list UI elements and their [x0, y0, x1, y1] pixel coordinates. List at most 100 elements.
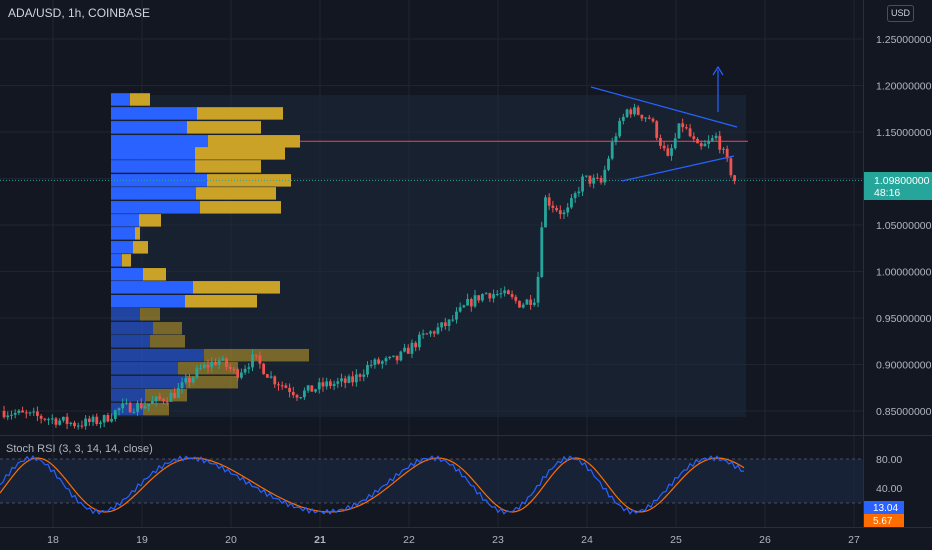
candle-body [199, 367, 202, 369]
volume-profile-down-bar [153, 321, 182, 335]
candle-body [58, 420, 62, 425]
candle-body [340, 378, 343, 382]
candle-body [477, 295, 481, 301]
volume-profile-down-bar [195, 147, 285, 160]
candle-body [584, 175, 588, 177]
candle-body [321, 382, 325, 387]
candle-body [310, 385, 314, 392]
price-tick-label: 1.05000000 [876, 220, 932, 232]
candle-body [36, 411, 39, 416]
volume-profile-up-bar [111, 361, 178, 375]
volume-profile-down-bar [196, 187, 276, 200]
time-tick-label: 23 [492, 534, 504, 546]
candle-body [655, 121, 659, 138]
time-tick-label: 21 [314, 534, 326, 546]
volume-profile-down-bar [140, 308, 160, 321]
candle-body [269, 376, 273, 378]
candle-body [577, 191, 581, 194]
volume-profile-up-bar [111, 375, 186, 389]
candle-body [202, 364, 206, 368]
candle-body [180, 382, 184, 388]
rsi-d-value: 5.67 [873, 516, 893, 527]
candle-body [258, 355, 262, 364]
candle-body [73, 422, 76, 427]
candle-body [503, 290, 507, 294]
candle-body [117, 408, 121, 411]
candle-body [54, 418, 58, 425]
candle-body [573, 193, 577, 199]
candle-body [451, 319, 455, 321]
rsi-d-line [0, 457, 745, 513]
volume-profile-down-bar [193, 281, 280, 294]
price-badge [864, 172, 932, 200]
candle-body [514, 296, 518, 301]
candle-body [173, 393, 177, 398]
candle-body [39, 415, 43, 419]
price-axis[interactable]: 1.250000001.200000001.150000001.10000000… [876, 34, 932, 418]
candle-body [295, 395, 299, 398]
volume-profile-down-bar [200, 201, 281, 214]
candle-body [6, 415, 10, 418]
volume-profile-down-bar [197, 107, 283, 120]
time-axis[interactable]: 18 19 20 21 22 23 24 25 26 27 [47, 534, 860, 546]
candle-body [13, 413, 17, 415]
candle-body [143, 406, 147, 409]
candle-body [532, 302, 536, 305]
candle-body [43, 418, 47, 420]
candle-body [61, 416, 65, 421]
price-tick-label: 1.00000000 [876, 267, 932, 279]
volume-profile-down-bar [122, 254, 131, 267]
candle-body [243, 368, 247, 373]
candle-body [670, 148, 673, 156]
price-tick-label: 0.95000000 [876, 313, 932, 325]
volume-profile-up-bar [111, 295, 185, 308]
symbol-title[interactable]: ADA/USD, 1h, COINBASE [8, 6, 151, 20]
candle-body [529, 299, 533, 305]
candle-body [551, 205, 555, 208]
candle-body [277, 384, 280, 386]
candle-body [351, 376, 355, 383]
candle-body [692, 136, 696, 139]
candle-body [191, 377, 195, 383]
price-badge-countdown: 48:16 [874, 187, 900, 199]
rsi-title[interactable]: Stoch RSI (3, 3, 14, 14, close) [6, 443, 153, 455]
candle-body [677, 123, 681, 139]
candle-body [558, 210, 562, 215]
candle-body [644, 117, 647, 119]
candle-body [614, 136, 618, 143]
volume-profile-down-bar [139, 214, 161, 227]
time-tick-label: 25 [670, 534, 682, 546]
candle-body [651, 118, 655, 122]
candle-body [436, 327, 440, 334]
volume-profile-down-bar [195, 160, 261, 173]
candle-body [176, 387, 180, 398]
candle-body [647, 117, 651, 119]
volume-profile-up-bar [111, 121, 187, 134]
candle-body [540, 227, 544, 277]
candle-body [154, 396, 158, 401]
candle-body [232, 368, 236, 370]
candles [2, 103, 736, 430]
candle-body [666, 148, 670, 156]
candle-body [254, 354, 258, 356]
volume-profile-up-bar [111, 254, 122, 267]
candle-body [247, 367, 251, 369]
candle-body [373, 359, 377, 365]
candle-body [447, 319, 451, 327]
candle-body [291, 392, 295, 396]
candle-body [688, 128, 692, 137]
candle-body [621, 116, 625, 121]
currency-button[interactable]: USD [887, 5, 914, 22]
candle-body [210, 361, 214, 368]
candle-body [469, 299, 473, 307]
candle-body [495, 294, 499, 296]
candle-body [347, 376, 351, 383]
candle-body [684, 127, 688, 129]
candle-body [462, 305, 466, 308]
candle-body [384, 358, 388, 362]
volume-profile-up-bar [111, 335, 150, 348]
candle-body [681, 123, 685, 128]
candle-body [718, 135, 722, 150]
candle-body [699, 143, 703, 147]
